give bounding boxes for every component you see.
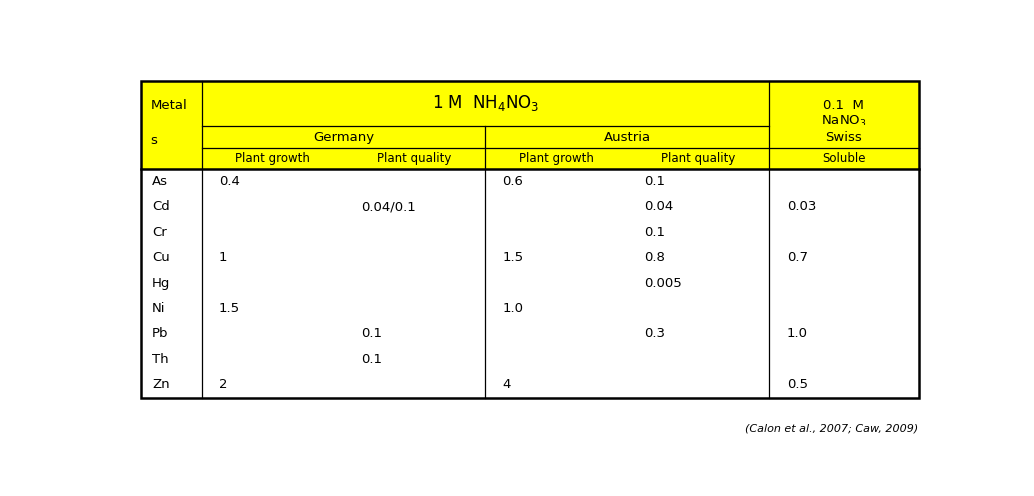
Text: 1 M  NH$_4$NO$_3$: 1 M NH$_4$NO$_3$ — [432, 93, 539, 114]
Bar — [142, 372, 918, 397]
Bar — [142, 169, 918, 194]
Text: 0.04: 0.04 — [644, 200, 673, 213]
Text: Th: Th — [152, 353, 169, 366]
Bar — [142, 347, 918, 372]
Text: 0.1: 0.1 — [361, 353, 382, 366]
Text: Zn: Zn — [152, 378, 170, 391]
Text: 0.5: 0.5 — [787, 378, 808, 391]
Text: 0.6: 0.6 — [503, 175, 523, 188]
Text: Soluble: Soluble — [822, 152, 865, 165]
Text: 0.7: 0.7 — [787, 251, 808, 264]
Bar — [142, 296, 918, 321]
Text: 1: 1 — [219, 251, 227, 264]
Bar — [142, 148, 918, 169]
Text: Plant growth: Plant growth — [236, 152, 310, 165]
Bar — [142, 245, 918, 270]
Text: 1.5: 1.5 — [219, 302, 240, 315]
Text: 0.1  M
NaNO$_3$: 0.1 M NaNO$_3$ — [821, 99, 866, 129]
Text: Metal: Metal — [150, 99, 187, 112]
Text: As: As — [152, 175, 169, 188]
Text: 2: 2 — [219, 378, 227, 391]
Text: Plant growth: Plant growth — [519, 152, 594, 165]
Text: Cr: Cr — [152, 226, 166, 239]
Text: s: s — [150, 134, 157, 147]
Text: Cu: Cu — [152, 251, 170, 264]
Bar — [142, 194, 918, 220]
Text: 0.04/0.1: 0.04/0.1 — [361, 200, 416, 213]
Text: 0.1: 0.1 — [644, 226, 665, 239]
Text: Cd: Cd — [152, 200, 170, 213]
Text: 1.0: 1.0 — [787, 327, 808, 340]
Bar — [142, 220, 918, 245]
Text: 4: 4 — [503, 378, 511, 391]
Text: 0.8: 0.8 — [644, 251, 665, 264]
Text: Pb: Pb — [152, 327, 169, 340]
Text: (Calon et al., 2007; Caw, 2009): (Calon et al., 2007; Caw, 2009) — [746, 424, 918, 434]
Text: 0.03: 0.03 — [787, 200, 816, 213]
Text: Plant quality: Plant quality — [661, 152, 735, 165]
Text: 1.5: 1.5 — [503, 251, 523, 264]
Text: 0.3: 0.3 — [644, 327, 665, 340]
Bar — [142, 321, 918, 347]
Text: 1.0: 1.0 — [503, 302, 523, 315]
Text: 0.4: 0.4 — [219, 175, 240, 188]
Text: Ni: Ni — [152, 302, 165, 315]
Text: 0.1: 0.1 — [644, 175, 665, 188]
Text: Germany: Germany — [313, 130, 374, 143]
Bar — [142, 80, 918, 126]
Text: Swiss: Swiss — [825, 130, 862, 143]
Bar — [142, 126, 918, 148]
Bar — [142, 270, 918, 296]
Text: 0.005: 0.005 — [644, 277, 681, 290]
Bar — [142, 80, 918, 397]
Text: Austria: Austria — [604, 130, 650, 143]
Text: 0.1: 0.1 — [361, 327, 382, 340]
Text: Plant quality: Plant quality — [377, 152, 452, 165]
Text: Hg: Hg — [152, 277, 171, 290]
